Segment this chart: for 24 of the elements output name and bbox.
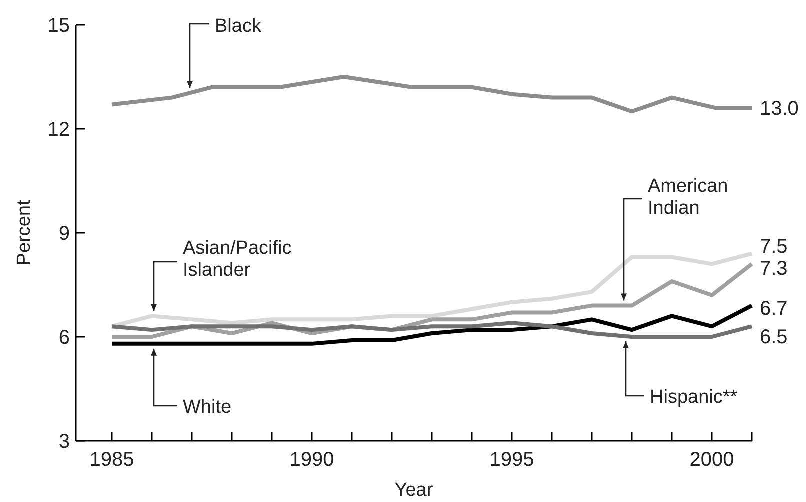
y-tick-label: 6 [58,327,70,349]
x-tick-label: 1995 [490,449,534,471]
y-tick-label: 15 [48,15,70,37]
line-series [110,321,754,339]
text: 7.5 [760,236,788,258]
x-tick-label: 2000 [690,449,734,471]
y-tick-label: 9 [58,223,70,245]
text: 13.0 [760,98,799,120]
text: 7.3 [760,258,788,280]
series-label: Asian/Pacific Islander [183,238,292,281]
y-tick-label: 12 [48,119,70,141]
line-series [110,304,754,346]
x-tick-label: 1990 [290,449,334,471]
text: White [183,397,232,418]
line-series [110,75,754,114]
text: 6.5 [760,326,788,349]
x-axis-title: Year [394,480,434,501]
x-tick-label: 1985 [90,449,134,471]
text: 6.7 [760,298,788,320]
y-axis-title: Percent [14,200,35,266]
text: Hispanic** [650,387,738,408]
y-tick-label: 3 [58,431,70,453]
text: American Indian [648,176,728,219]
text: Black [215,16,262,37]
